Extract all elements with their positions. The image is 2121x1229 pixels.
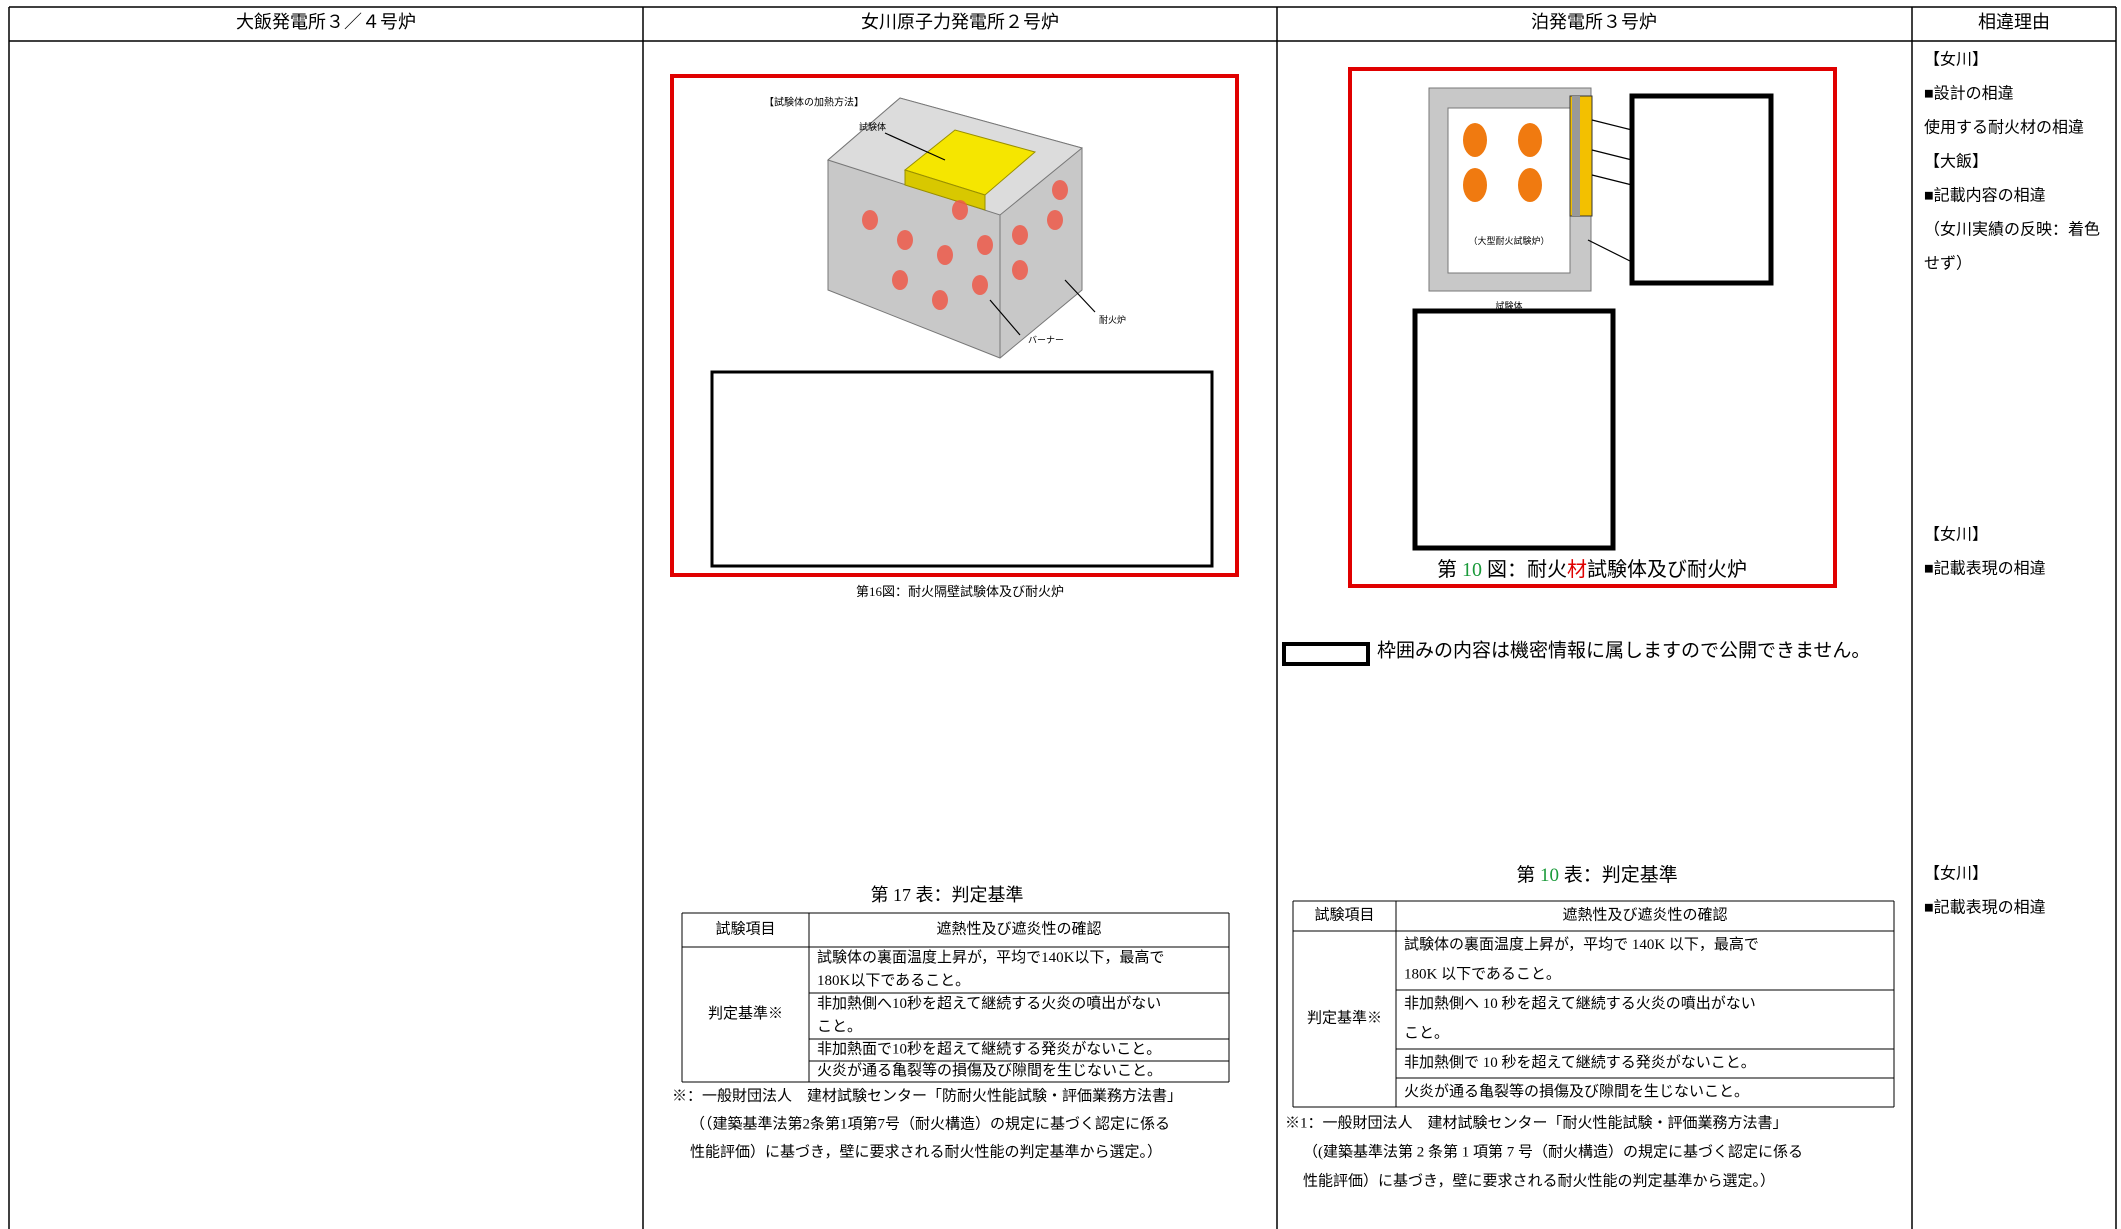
table-title-part: 第 <box>1516 864 1540 886</box>
table-header: 遮熱性及び遮炎性の確認 <box>936 920 1101 937</box>
reason-line: 【女川】 <box>1924 50 1988 69</box>
table-cell: 非加熱側へ10秒を超えて継続する火炎の噴出がない <box>817 995 1161 1012</box>
confidential-note: 枠囲みの内容は機密情報に属しますので公開できません。 <box>1377 639 1870 661</box>
reason-line: （女川実績の反映：着色 <box>1924 220 2100 239</box>
table-header: 試験項目 <box>715 920 775 937</box>
column-header: 相違理由 <box>1978 12 2050 32</box>
table-title: 第 17 表：判定基準 <box>871 885 1024 905</box>
reason-line: ■設計の相違 <box>1924 85 2014 103</box>
table-footnote: 性能評価）に基づき，壁に要求される耐火性能の判定基準から選定。） <box>1303 1172 1775 1189</box>
table-row-label: 判定基準※ <box>1307 1009 1382 1026</box>
reason-line: ■記載内容の相違 <box>1924 187 2046 205</box>
table-row-label: 判定基準※ <box>708 1005 783 1022</box>
reason-line: 【女川】 <box>1924 525 1988 544</box>
table-cell: 180K以下であること。 <box>817 972 970 989</box>
column-header: 泊発電所３号炉 <box>1531 12 1657 32</box>
reason-line: 【大飯】 <box>1924 153 1988 171</box>
figure-label: （大型耐火試験炉） <box>1468 235 1549 246</box>
table-cell: 180K 以下であること。 <box>1404 966 1561 983</box>
column-header: 大飯発電所３／４号炉 <box>236 12 416 32</box>
column-header: 女川原子力発電所２号炉 <box>861 12 1059 32</box>
table-title: 第 10 表：判定基準 <box>1516 864 1678 886</box>
reason-line: ■記載表現の相違 <box>1924 899 2046 917</box>
table-cell: 非加熱面で10秒を超えて継続する発炎がないこと。 <box>817 1040 1161 1057</box>
table-cell: 試験体の裏面温度上昇が，平均で140K以下，最高で <box>817 948 1164 966</box>
table-cell: 非加熱側へ 10 秒を超えて継続する火炎の噴出がない <box>1404 995 1756 1012</box>
figure-caption-part: 10 <box>1462 559 1482 581</box>
table-cell: 非加熱側で 10 秒を超えて継続する発炎がないこと。 <box>1404 1054 1756 1071</box>
figure-label: 耐火炉 <box>1099 314 1126 325</box>
figure-label: 試験体 <box>859 121 886 132</box>
figure-caption-part: 試験体及び耐火炉 <box>1587 558 1747 581</box>
table-cell: こと。 <box>1404 1026 1449 1042</box>
table-cell: 火炎が通る亀裂等の損傷及び隙間を生じないこと。 <box>1404 1082 1749 1100</box>
figure-label: 試験体 <box>1495 300 1522 311</box>
tomari-figure <box>1282 67 1837 666</box>
reason-line: ■記載表現の相違 <box>1924 560 2046 578</box>
table-title-part: 10 <box>1540 865 1559 886</box>
onagawa-figure <box>670 74 1239 577</box>
figure-caption-part: 図：耐火 <box>1482 558 1567 581</box>
table-title-part: 表：判定基準 <box>1559 864 1678 886</box>
table-cell: 火炎が通る亀裂等の損傷及び隙間を生じないこと。 <box>817 1061 1162 1079</box>
table-header: 遮熱性及び遮炎性の確認 <box>1562 906 1727 923</box>
reason-line: せず） <box>1924 255 1972 273</box>
table-footnote: ※1：一般財団法人 建材試験センター「耐火性能試験・評価業務方法書」 <box>1285 1114 1788 1131</box>
reason-line: 【女川】 <box>1924 864 1988 883</box>
frame <box>8 6 2117 1229</box>
reason-line: 使用する耐火材の相違 <box>1924 119 2084 137</box>
table-cell: 試験体の裏面温度上昇が，平均で 140K 以下，最高で <box>1404 935 1759 953</box>
figure-caption-part: 材 <box>1567 558 1587 581</box>
table-footnote: （(建築基準法第 2 条第 1 項第 7 号（耐火構造）の規定に基づく認定に係る <box>1303 1142 1803 1160</box>
figure-caption: 第 10 図：耐火材試験体及び耐火炉 <box>1437 558 1747 581</box>
figure-label: バーナー <box>1028 335 1064 345</box>
figure-caption-part: 第 <box>1437 558 1462 581</box>
table-cell: こと。 <box>817 1019 862 1035</box>
figure-label: 【試験体の加熱方法】 <box>764 95 864 108</box>
table-footnote: （（建築基準法第2条第1項第7号（耐火構造）の規定に基づく認定に係る <box>690 1114 1170 1132</box>
figure-caption: 第16図：耐火隔壁試験体及び耐火炉 <box>856 584 1064 599</box>
table-footnote: ※：一般財団法人 建材試験センター「防耐火性能試験・評価業務方法書」 <box>672 1087 1182 1104</box>
table-footnote: 性能評価）に基づき，壁に要求される耐火性能の判定基準から選定。） <box>690 1143 1162 1160</box>
table-header: 試験項目 <box>1314 906 1374 923</box>
